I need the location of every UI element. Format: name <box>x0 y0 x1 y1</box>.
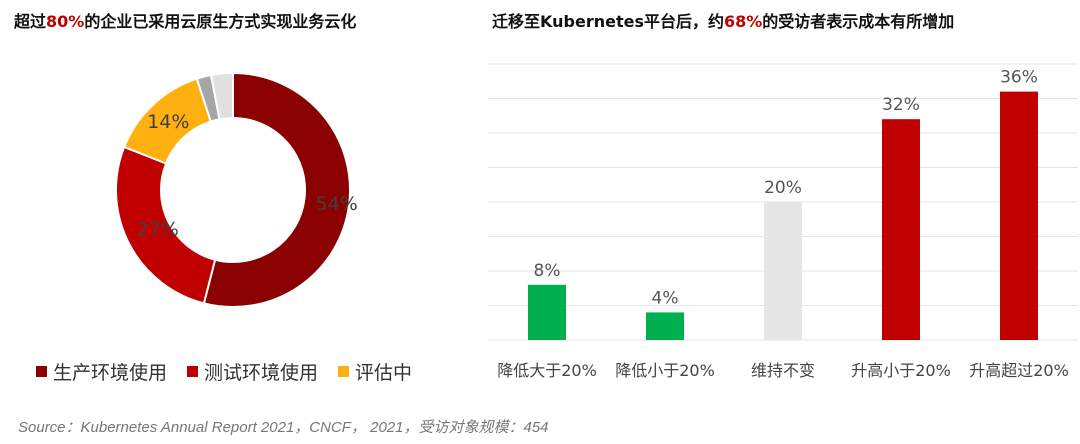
legend-label: 评估中 <box>355 362 413 384</box>
bar-data-label: 32% <box>882 95 920 115</box>
bar <box>1000 91 1038 340</box>
title-text: 超过 <box>14 12 47 31</box>
x-tick-label: 维持不变 <box>751 361 815 380</box>
bar-data-label: 20% <box>764 178 802 198</box>
legend-swatch <box>187 366 199 377</box>
title-text: 的企业已采用云原生方式实现业务云化 <box>84 12 357 31</box>
donut-chart-title: 超过80%的企业已采用云原生方式实现业务云化 <box>14 8 356 32</box>
bar <box>882 119 920 340</box>
title-highlight: 80% <box>46 12 85 31</box>
title-highlight: 68% <box>723 12 763 31</box>
bar <box>764 202 802 340</box>
bar <box>646 312 684 340</box>
slice-label: 14% <box>147 111 189 133</box>
bar-data-label: 8% <box>534 261 561 281</box>
legend-item: 生产环境使用 <box>36 358 167 385</box>
x-tick-label: 降低大于20% <box>497 361 597 380</box>
legend-label: 测试环境使用 <box>204 362 319 384</box>
title-text: 的受访者表示成本有所增加 <box>762 12 955 31</box>
legend-item: 评估中 <box>338 358 412 385</box>
slice-label: 27% <box>137 218 179 240</box>
bar-data-label: 4% <box>652 288 679 308</box>
x-tick-label: 升高小于20% <box>851 361 951 380</box>
bar <box>528 284 566 340</box>
donut-legend: 生产环境使用 测试环境使用 评估中 <box>36 358 412 385</box>
slice-label: 54% <box>316 193 358 215</box>
legend-swatch <box>338 366 350 377</box>
legend-label: 生产环境使用 <box>53 362 168 384</box>
bar-data-label: 36% <box>1000 68 1038 88</box>
donut-slice <box>202 71 351 308</box>
x-tick-label: 升高超过20% <box>969 361 1069 380</box>
title-text: 迁移至Kubernetes平台后，约 <box>492 12 724 31</box>
donut-slice <box>209 71 234 121</box>
x-tick-label: 降低小于20% <box>615 361 715 380</box>
donut-slice <box>115 145 217 305</box>
bar-chart-title: 迁移至Kubernetes平台后，约68%的受访者表示成本有所增加 <box>492 8 954 32</box>
legend-swatch <box>36 366 47 377</box>
source-note: Source：Kubernetes Annual Report 2021，CNC… <box>18 419 549 436</box>
legend-item: 测试环境使用 <box>187 358 318 385</box>
